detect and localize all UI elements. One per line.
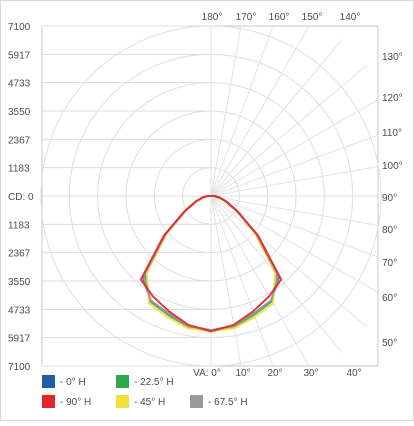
y-tick-label: 2367: [8, 249, 31, 260]
polar-rays: [210, 26, 378, 366]
legend-label: - 45° H: [134, 397, 165, 408]
polar-ray: [210, 195, 378, 258]
y-tick-label: 7100: [8, 22, 31, 33]
y-tick-label: 5917: [8, 334, 31, 345]
polar-ray: [210, 195, 378, 293]
bottom-angle-label: 20°: [267, 368, 282, 379]
bottom-angle-label: 40°: [346, 368, 361, 379]
top-angle-label: 160°: [269, 12, 290, 23]
polar-ray: [210, 195, 368, 328]
right-angle-label: 50°: [382, 338, 397, 349]
right-angle-label: 70°: [382, 258, 397, 269]
top-angle-labels: 180° 170° 160° 150° 140°: [202, 12, 361, 23]
right-angle-label: 110°: [382, 128, 402, 139]
right-angle-label: 60°: [382, 293, 397, 304]
polar-ray: [210, 195, 274, 366]
y-tick-label: 1183: [8, 164, 30, 175]
legend-label: - 22.5° H: [134, 377, 174, 388]
bottom-angle-label: 10°: [235, 368, 250, 379]
top-angle-label: 170°: [236, 12, 257, 23]
right-angle-label: 80°: [382, 225, 397, 236]
polar-ray: [210, 39, 343, 197]
top-angle-label: 180°: [202, 12, 223, 23]
legend-label: - 67.5° H: [208, 397, 248, 408]
top-angle-label: 150°: [302, 12, 323, 23]
polar-ray: [210, 64, 368, 197]
right-angle-label: 90°: [382, 193, 397, 204]
polar-ray: [210, 195, 242, 366]
polar-ray: [210, 99, 378, 197]
legend-swatch: [116, 395, 129, 408]
polar-ray: [210, 26, 310, 197]
y-tick-label: CD: 0: [8, 192, 34, 203]
y-tick-label: 1183: [8, 220, 30, 231]
polar-ray: [210, 166, 378, 197]
y-tick-label: 3550: [8, 277, 31, 288]
right-angle-label: 100°: [382, 161, 403, 172]
bottom-angle-label: 30°: [303, 368, 318, 379]
legend-swatch: [42, 375, 55, 388]
bottom-angle-labels: VA: 0° 10° 20° 30° 40°: [193, 368, 361, 379]
y-tick-label: 4733: [8, 305, 31, 316]
legend-swatch: [116, 375, 129, 388]
polar-ray: [210, 195, 310, 366]
legend: - 0° H - 22.5° H - 90° H - 45° H - 67.5° H: [42, 375, 248, 408]
polar-ray: [210, 134, 378, 197]
legend-swatch: [42, 395, 55, 408]
y-tick-label: 3550: [8, 107, 31, 118]
polar-ray: [210, 26, 242, 197]
right-angle-labels: 130° 120° 110° 100° 90° 80° 70° 60° 50°: [382, 52, 403, 349]
right-angle-label: 120°: [382, 93, 403, 104]
y-tick-label: 2367: [8, 135, 31, 146]
intensity-curve: [139, 195, 283, 333]
bottom-angle-label: VA: 0°: [193, 368, 221, 379]
legend-label: - 90° H: [60, 397, 91, 408]
legend-label: - 0° H: [60, 377, 86, 388]
y-tick-label: 4733: [8, 79, 31, 90]
polar-ray: [210, 26, 274, 197]
y-tick-labels: 7100 5917 4733 3550 2367 1183 CD: 0 1183 2367 355…: [8, 22, 34, 373]
top-angle-label: 140°: [340, 12, 361, 23]
intensity-curves: [139, 195, 283, 333]
right-angle-label: 130°: [382, 52, 403, 63]
legend-swatch: [190, 395, 203, 408]
y-tick-label: 7100: [8, 362, 31, 373]
polar-ray: [210, 195, 378, 226]
y-tick-label: 5917: [8, 50, 31, 61]
